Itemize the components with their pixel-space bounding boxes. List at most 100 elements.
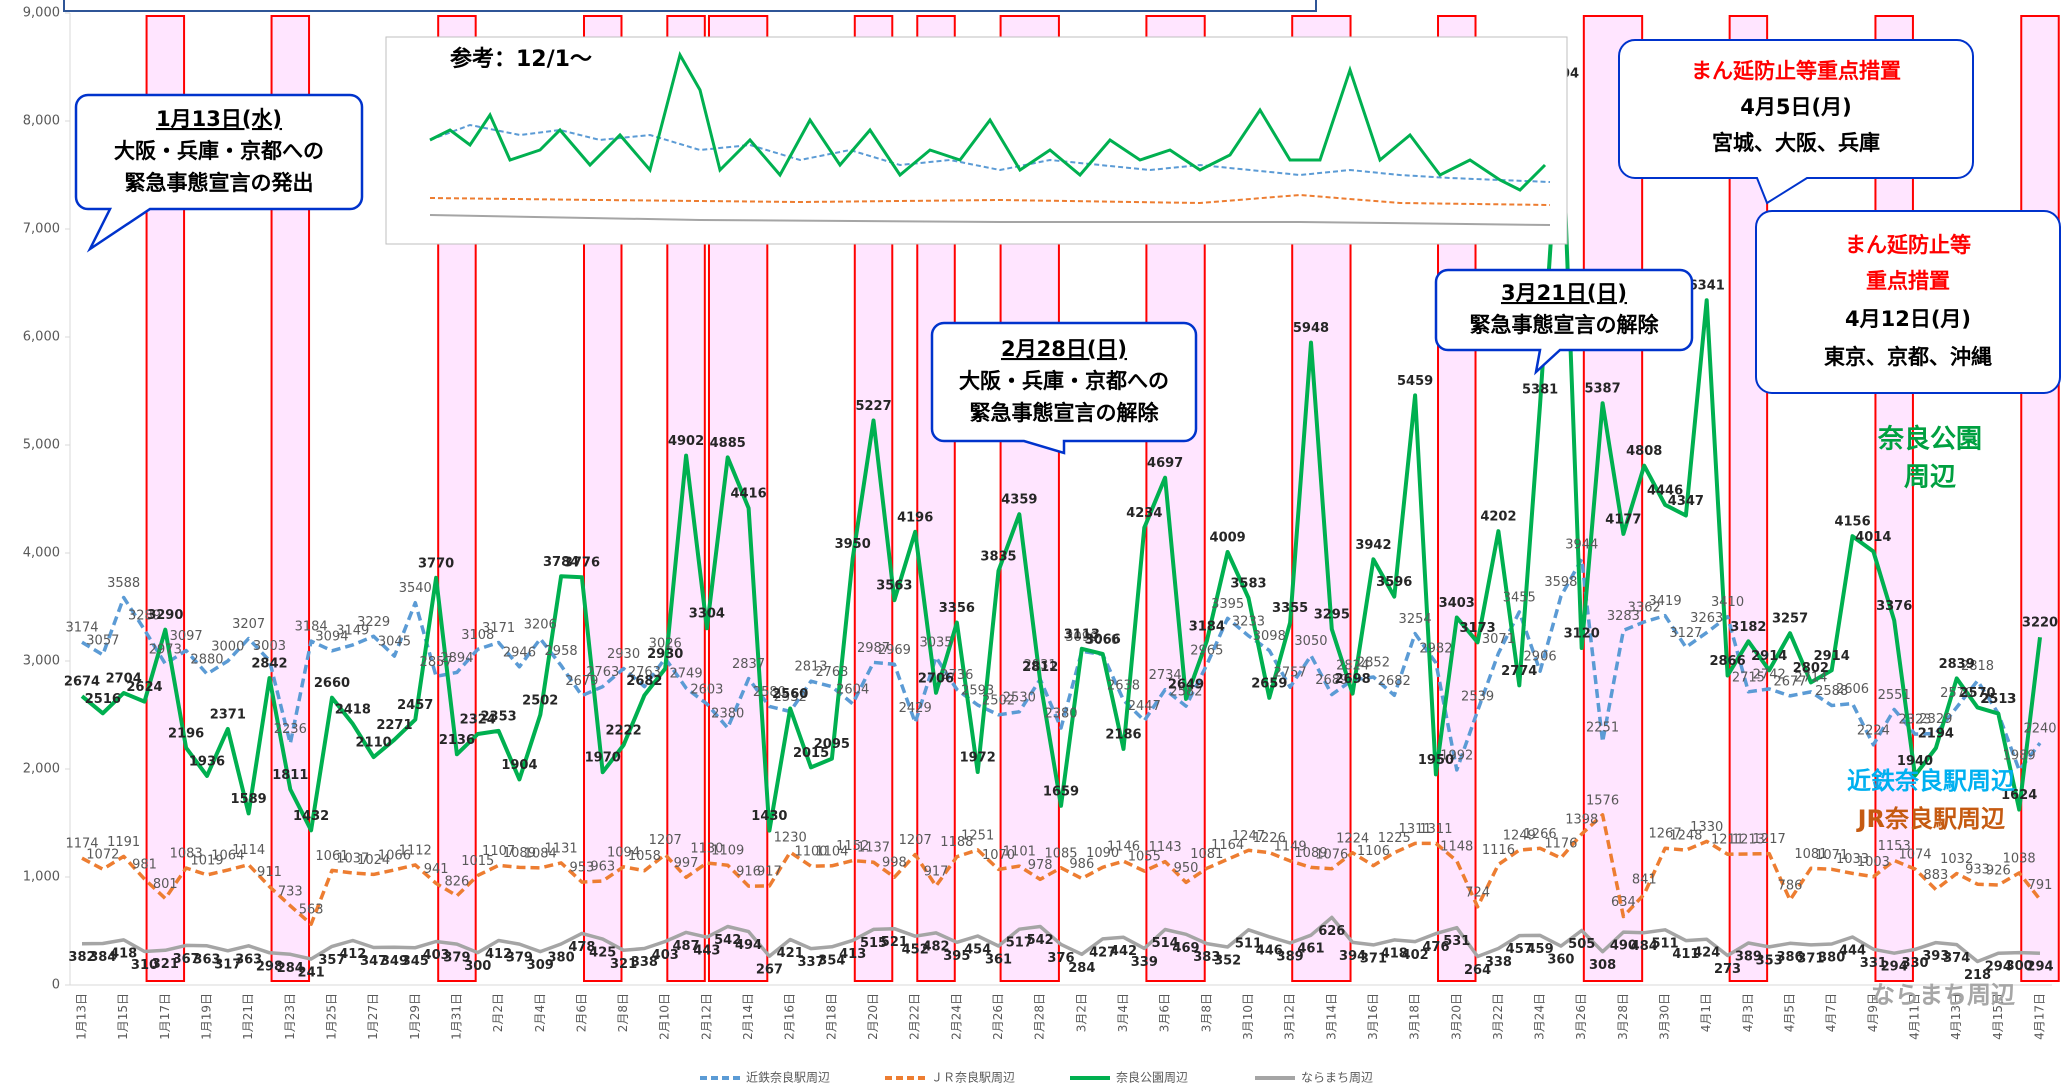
data-label: 367 — [173, 952, 200, 967]
inset: 参考：12/1〜 — [385, 36, 1568, 245]
callout-text: 緊急事態宣言の解除 — [1470, 313, 1660, 337]
highlight-band — [2020, 15, 2060, 982]
data-label: 2095 — [814, 737, 850, 752]
data-label: 1224 — [1336, 831, 1369, 846]
x-tick-label: 3月24日 — [1533, 993, 1547, 1040]
data-label: 363 — [235, 952, 262, 967]
data-label: 2110 — [356, 736, 392, 751]
data-label: 241 — [298, 965, 325, 980]
data-label: 1589 — [231, 792, 267, 807]
legend-label: 奈良公園周辺 — [1116, 1070, 1188, 1085]
data-label: 3094 — [315, 629, 348, 644]
data-label: 1033 — [1836, 852, 1869, 867]
data-label: 1266 — [1524, 827, 1557, 842]
data-label: 1174 — [65, 837, 98, 852]
x-tick-label: 2月20日 — [866, 993, 880, 1040]
data-label: 916 — [736, 865, 761, 880]
data-label: 2429 — [899, 701, 932, 716]
data-label: 3071 — [1482, 632, 1515, 647]
data-label: 1071 — [1815, 848, 1848, 863]
y-tick-label: 3,000 — [23, 654, 60, 669]
data-label: 1089 — [1294, 846, 1327, 861]
data-label: 2530 — [1003, 690, 1036, 705]
x-tick-label: 4月1日 — [1699, 993, 1713, 1032]
data-label: 308 — [1589, 958, 1616, 973]
data-label: 402 — [1402, 948, 1429, 963]
data-label: 978 — [1028, 858, 1053, 873]
data-label: 2324 — [460, 713, 496, 728]
data-label: 294 — [2026, 960, 2053, 975]
data-label: 352 — [1214, 953, 1241, 968]
data-label: 412 — [485, 947, 512, 962]
data-label: 2660 — [314, 676, 350, 691]
data-label: 1081 — [1190, 847, 1223, 862]
x-tick-label: 1月27日 — [366, 993, 380, 1040]
data-label: 1940 — [1897, 754, 1933, 769]
data-label: 1116 — [1482, 843, 1515, 858]
data-label: 2606 — [1836, 682, 1869, 697]
callout-text: 4月12日(月) — [1845, 307, 1971, 331]
data-label: 3776 — [564, 556, 600, 571]
data-label: 469 — [1172, 941, 1199, 956]
data-label: 1003 — [1857, 855, 1890, 870]
data-label: 1226 — [1253, 831, 1286, 846]
x-tick-label: 2月4日 — [533, 993, 547, 1032]
data-label: 345 — [402, 954, 429, 969]
data-label: 1659 — [1043, 784, 1079, 799]
data-label: 1106 — [1357, 844, 1390, 859]
data-label: 2987 — [857, 641, 890, 656]
callout-text: 大阪・兵庫・京都への — [959, 369, 1169, 393]
data-label: 826 — [445, 874, 470, 889]
data-label: 294 — [1881, 960, 1908, 975]
data-label: 626 — [1318, 924, 1345, 939]
x-tick-label: 1月23日 — [283, 993, 297, 1040]
data-label: 374 — [1943, 951, 1970, 966]
series-label: 周辺 — [1904, 463, 1956, 493]
data-label: 2604 — [836, 682, 869, 697]
data-label: 300 — [464, 959, 491, 974]
legend-label: 近鉄奈良駅周辺 — [746, 1070, 830, 1085]
data-label: 1074 — [1898, 848, 1931, 863]
x-tick-label: 3月14日 — [1324, 993, 1338, 1040]
data-label: 2837 — [732, 657, 765, 672]
data-label: 2539 — [1461, 689, 1494, 704]
data-label: 2749 — [670, 667, 703, 682]
data-label: 490 — [1610, 939, 1637, 954]
data-label: 284 — [277, 961, 304, 976]
data-label: 3174 — [65, 621, 98, 636]
x-tick-label: 2月18日 — [824, 993, 838, 1040]
data-label: 3588 — [107, 576, 140, 591]
y-tick-label: 9,000 — [23, 6, 60, 21]
data-label: 394 — [1339, 949, 1366, 964]
data-label: 941 — [424, 862, 449, 877]
data-label: 1146 — [1107, 840, 1140, 855]
data-label: 1972 — [960, 751, 996, 766]
data-label: 3182 — [1730, 620, 1766, 635]
x-tick-label: 1月31日 — [449, 993, 463, 1040]
data-label: 383 — [1193, 950, 1220, 965]
callout-text: 東京、京都、沖縄 — [1824, 345, 1992, 369]
y-tick-label: 6,000 — [23, 330, 60, 345]
data-label: 1430 — [751, 809, 787, 824]
data-label: 5227 — [855, 399, 891, 414]
data-label: 4416 — [730, 487, 766, 502]
data-label: 933 — [1965, 863, 1990, 878]
x-tick-label: 3月2日 — [1074, 993, 1088, 1032]
data-label: 2353 — [481, 709, 517, 724]
x-tick-label: 2月2日 — [491, 993, 505, 1032]
data-label: 3206 — [524, 617, 557, 632]
x-tick-label: 2月14日 — [741, 993, 755, 1040]
series-label: 奈良公園 — [1877, 424, 1982, 455]
callout-text: まん延防止等重点措置 — [1691, 59, 1901, 83]
callout-box — [1618, 39, 1974, 205]
data-label: 476 — [1422, 940, 1449, 955]
x-tick-label: 2月28日 — [1033, 993, 1047, 1040]
x-tick-label: 3月4日 — [1116, 993, 1130, 1032]
data-label: 2714 — [1794, 670, 1827, 685]
callout-box — [1434, 268, 1694, 376]
x-tick-label: 3月26日 — [1574, 993, 1588, 1040]
data-label: 3254 — [1399, 612, 1432, 627]
data-label: 3045 — [378, 635, 411, 650]
data-label: 452 — [902, 943, 929, 958]
